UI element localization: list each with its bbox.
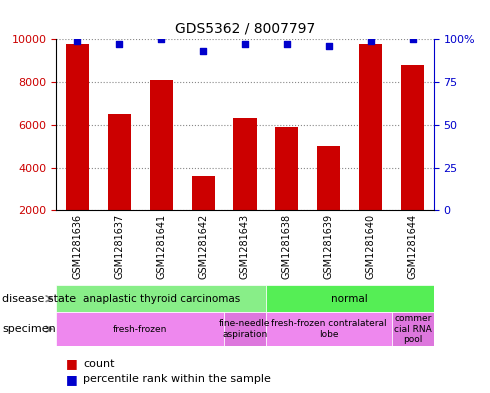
Bar xyxy=(192,176,215,253)
Point xyxy=(115,41,123,48)
Text: fine-needle
aspiration: fine-needle aspiration xyxy=(219,320,271,339)
Text: count: count xyxy=(83,358,115,369)
Text: GSM1281638: GSM1281638 xyxy=(282,214,292,279)
Text: disease state: disease state xyxy=(2,294,76,304)
Bar xyxy=(266,312,392,346)
Bar xyxy=(392,312,434,346)
Point xyxy=(283,41,291,48)
Bar xyxy=(66,44,89,253)
Text: commer
cial RNA
pool: commer cial RNA pool xyxy=(394,314,432,344)
Text: GSM1281644: GSM1281644 xyxy=(408,214,417,279)
Text: GSM1281641: GSM1281641 xyxy=(156,214,166,279)
Text: GSM1281643: GSM1281643 xyxy=(240,214,250,279)
Bar xyxy=(224,312,266,346)
Text: fresh-frozen contralateral
lobe: fresh-frozen contralateral lobe xyxy=(271,320,387,339)
Text: GSM1281640: GSM1281640 xyxy=(366,214,376,279)
Point xyxy=(157,36,165,42)
Text: GSM1281642: GSM1281642 xyxy=(198,214,208,279)
Text: anaplastic thyroid carcinomas: anaplastic thyroid carcinomas xyxy=(82,294,240,304)
Bar xyxy=(318,146,341,253)
Text: percentile rank within the sample: percentile rank within the sample xyxy=(83,374,271,384)
Point xyxy=(409,36,416,42)
Bar xyxy=(266,285,434,312)
Text: ■: ■ xyxy=(66,357,78,370)
Text: GSM1281637: GSM1281637 xyxy=(114,214,124,279)
Text: GSM1281636: GSM1281636 xyxy=(73,214,82,279)
Text: normal: normal xyxy=(331,294,368,304)
Point xyxy=(241,41,249,48)
Title: GDS5362 / 8007797: GDS5362 / 8007797 xyxy=(175,21,315,35)
Bar xyxy=(233,118,257,253)
Bar xyxy=(149,80,172,253)
Bar xyxy=(108,114,131,253)
Bar xyxy=(56,312,224,346)
Point xyxy=(199,48,207,54)
Text: GSM1281639: GSM1281639 xyxy=(324,214,334,279)
Point xyxy=(325,43,333,49)
Bar xyxy=(56,285,266,312)
Point xyxy=(367,38,375,44)
Bar xyxy=(275,127,298,253)
Text: fresh-frozen: fresh-frozen xyxy=(113,325,168,334)
Point xyxy=(74,38,81,44)
Bar xyxy=(401,65,424,253)
Text: specimen: specimen xyxy=(2,324,56,334)
Bar xyxy=(359,44,382,253)
Text: ■: ■ xyxy=(66,373,78,386)
